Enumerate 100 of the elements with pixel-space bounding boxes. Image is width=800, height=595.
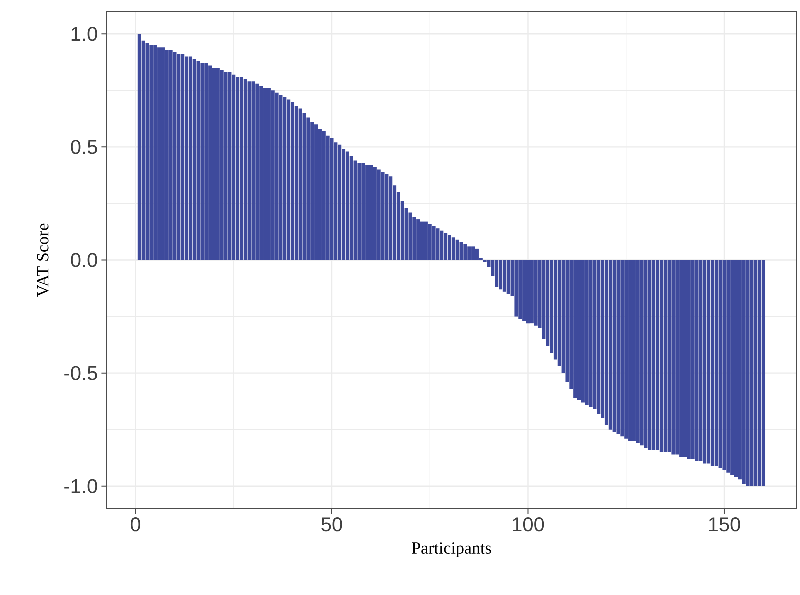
bar [754, 260, 758, 486]
bar [691, 260, 695, 460]
bar [428, 224, 432, 260]
bar [188, 56, 192, 260]
x-tick-label: 0 [130, 518, 141, 532]
bar [150, 45, 154, 260]
bar [161, 48, 165, 260]
bar [522, 260, 526, 322]
bar [676, 260, 680, 455]
bar [664, 260, 668, 452]
bar [707, 260, 711, 464]
bar [597, 260, 601, 414]
bar [279, 95, 283, 260]
bar [718, 260, 722, 468]
bar [244, 79, 248, 260]
bar [373, 168, 377, 260]
bar [534, 260, 538, 326]
bar [495, 260, 499, 288]
bar [169, 50, 173, 260]
bar [738, 260, 742, 480]
bar [389, 176, 393, 260]
bar [699, 260, 703, 462]
bar [750, 260, 754, 486]
bar [256, 84, 260, 260]
bar [185, 56, 189, 260]
bar [475, 248, 479, 260]
bar [208, 66, 212, 260]
bar [224, 72, 228, 260]
bar [440, 230, 444, 260]
bar [385, 174, 389, 260]
bar [330, 138, 334, 260]
bar [464, 244, 468, 260]
bar [683, 260, 688, 457]
bar [758, 260, 762, 486]
x-tick-label: 150 [709, 518, 740, 532]
bar [710, 260, 714, 466]
bar [177, 54, 181, 260]
bar [620, 260, 624, 437]
bar [165, 50, 169, 260]
bar [362, 163, 366, 260]
bar [192, 58, 196, 260]
bar [228, 72, 232, 260]
bar [314, 124, 318, 260]
y-tick-label: -0.5 [64, 366, 98, 380]
bar [358, 163, 362, 260]
y-tick-label: 1.0 [72, 27, 98, 42]
bar [746, 260, 750, 486]
bar [483, 260, 487, 263]
bar [722, 260, 726, 471]
bar [200, 64, 204, 260]
bar [236, 77, 240, 260]
y-tick-label: 0.5 [71, 140, 98, 154]
bar [695, 260, 699, 462]
bar [260, 86, 264, 260]
bar [608, 260, 612, 430]
bar [624, 260, 628, 439]
bar [196, 61, 200, 260]
bar [338, 144, 342, 260]
bar [640, 260, 644, 446]
bar [232, 74, 236, 260]
bar [252, 82, 256, 260]
bar [216, 68, 220, 260]
bar [574, 260, 578, 398]
bar [581, 260, 585, 403]
bar [342, 149, 346, 260]
bar [264, 88, 268, 260]
bar [612, 260, 616, 432]
bar [444, 233, 448, 260]
bar [412, 217, 416, 260]
bar [436, 228, 440, 260]
bar [526, 260, 530, 324]
bar [506, 260, 510, 294]
bar [628, 260, 632, 442]
bar [366, 165, 370, 260]
x-axis-title: Participants [412, 542, 492, 558]
bar [714, 260, 718, 466]
bar [578, 260, 582, 400]
bar [322, 131, 326, 260]
bar [472, 246, 476, 260]
bar [656, 260, 660, 450]
bar [514, 260, 518, 317]
bar [456, 240, 460, 260]
bar [377, 170, 381, 260]
bar [734, 260, 738, 478]
bar [326, 136, 330, 260]
bar [703, 260, 707, 464]
bar [499, 260, 503, 290]
bar [632, 260, 636, 442]
bar [290, 102, 295, 260]
bar [138, 34, 142, 260]
bar [146, 43, 150, 260]
bar [468, 246, 472, 260]
bar [460, 242, 464, 260]
bar [248, 82, 252, 260]
bar [420, 222, 424, 260]
bar [287, 100, 291, 260]
bar [668, 260, 672, 452]
bar [530, 260, 534, 324]
bar [585, 260, 589, 405]
bar [502, 260, 506, 292]
